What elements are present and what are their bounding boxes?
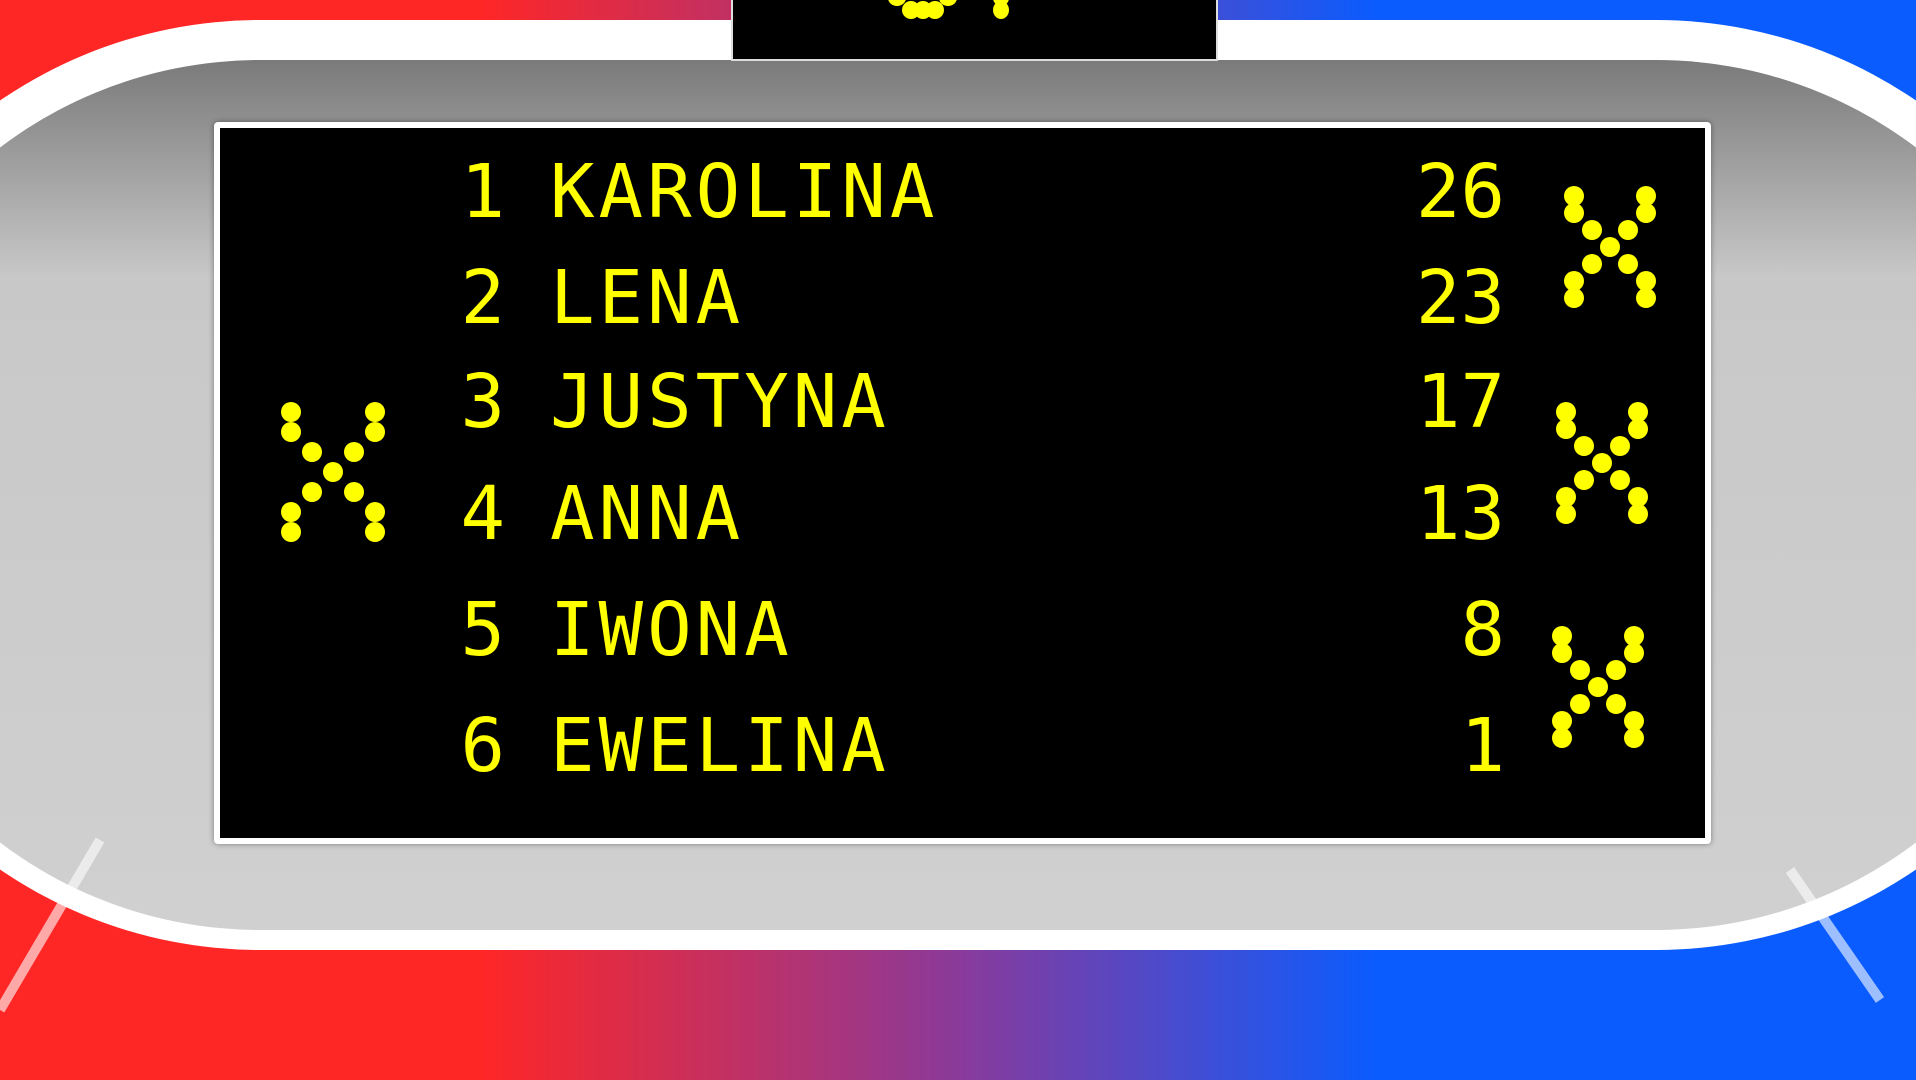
- player-name: EWELINA: [550, 703, 890, 789]
- strike-x-icon: [281, 402, 385, 542]
- round-display: [731, 0, 1218, 61]
- player-name: LENA: [550, 255, 745, 341]
- player-name: JUSTYNA: [550, 359, 890, 445]
- rank: 2: [460, 255, 505, 341]
- scoreboard-screen: 1 KAROLINA 26 2 LENA 23 3 JUSTYNA 17 4 A…: [220, 128, 1705, 838]
- leaderboard-row: 6 EWELINA 1: [220, 696, 1705, 796]
- rank: 4: [460, 471, 505, 557]
- player-score: 13: [1415, 471, 1505, 557]
- scoreboard: 1 KAROLINA 26 2 LENA 23 3 JUSTYNA 17 4 A…: [214, 122, 1711, 844]
- player-score: 23: [1415, 255, 1505, 341]
- strike-x-icon: [1564, 186, 1656, 308]
- leaderboard-row: 5 IWONA 8: [220, 580, 1705, 680]
- leaderboard-row: 1 KAROLINA 26: [220, 142, 1705, 242]
- strike-x-icon: [1552, 626, 1644, 748]
- player-name: ANNA: [550, 471, 745, 557]
- rank: 1: [460, 149, 505, 235]
- player-name: KAROLINA: [550, 149, 939, 235]
- player-score: 26: [1415, 149, 1505, 235]
- rank: 3: [460, 359, 505, 445]
- round-digits: [888, 0, 1009, 19]
- leaderboard-row: 4 ANNA 13: [220, 464, 1705, 564]
- player-score: 1: [1460, 703, 1505, 789]
- rank: 6: [460, 703, 505, 789]
- player-name: IWONA: [550, 587, 793, 673]
- rank: 5: [460, 587, 505, 673]
- player-score: 17: [1415, 359, 1505, 445]
- strike-x-icon: [1556, 402, 1648, 524]
- leaderboard-row: 2 LENA 23: [220, 248, 1705, 348]
- player-score: 8: [1460, 587, 1505, 673]
- leaderboard-row: 3 JUSTYNA 17: [220, 352, 1705, 452]
